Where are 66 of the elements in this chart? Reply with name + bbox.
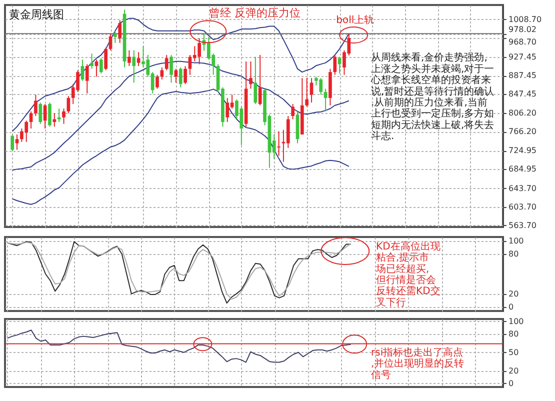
candlestick bbox=[291, 103, 294, 120]
y-tick-label: 100 bbox=[508, 236, 524, 246]
candlestick bbox=[156, 74, 159, 90]
candlestick bbox=[10, 134, 14, 152]
annotation: 曾经 反弹的压力位 bbox=[209, 6, 301, 20]
candlestick bbox=[249, 60, 252, 90]
y-tick-label: 80 bbox=[508, 250, 519, 259]
y-tick-label: 724.95 bbox=[508, 146, 536, 156]
candlestick bbox=[118, 20, 122, 44]
candlestick bbox=[29, 110, 33, 129]
y-tick-label: 927.45 bbox=[508, 52, 536, 62]
candlestick bbox=[99, 58, 103, 74]
line-series bbox=[12, 88, 350, 205]
y-tick-label: 0 bbox=[508, 378, 514, 388]
candlestick bbox=[254, 56, 258, 104]
candlestick bbox=[132, 50, 136, 84]
candlestick bbox=[52, 112, 56, 128]
candlestick bbox=[258, 54, 262, 106]
candlestick bbox=[160, 66, 164, 80]
y-tick-label: 978.02 bbox=[508, 25, 536, 34]
candlestick bbox=[305, 78, 309, 108]
y-tick-label: 20 bbox=[508, 289, 519, 298]
text: 从周线来看,金价走势强劲,上涨之势头并未衰竭,对于一心想拿长线空单的投资者来说,暂时还是等待行情的确认.从前期的压力位来看,当前上行也受到一定压制,多方如短期内无法快速上破,将失去斗志. bbox=[370, 52, 494, 142]
y-tick-label: 80 bbox=[508, 329, 519, 338]
y-tick-label: 847.45 bbox=[508, 90, 536, 99]
y-tick-label: 1008.70 bbox=[508, 14, 542, 24]
candlestick bbox=[80, 59, 84, 82]
y-tick-label: 643.70 bbox=[508, 184, 536, 193]
candlestick bbox=[85, 64, 89, 94]
chart-title: 黄金周线图 bbox=[9, 8, 64, 21]
candlestick bbox=[38, 102, 42, 124]
annotation: boll上轨 bbox=[336, 14, 374, 26]
y-tick-label: 968.70 bbox=[508, 37, 536, 46]
y-tick-label: 766.20 bbox=[508, 127, 536, 136]
text: rsi指标也走出了高点,并位出现明显的反转信号 bbox=[371, 346, 464, 381]
y-tick-label: 887.45 bbox=[508, 71, 536, 80]
candlestick bbox=[277, 130, 280, 156]
y-tick-label: 563.70 bbox=[508, 220, 536, 230]
candlestick bbox=[170, 54, 173, 84]
candlestick bbox=[62, 108, 66, 124]
candlestick bbox=[333, 54, 337, 76]
y-tick-label: 684.95 bbox=[508, 164, 536, 174]
candlestick bbox=[104, 47, 108, 71]
text: KD在高位出现粘合,提示市场已经超买,但行情是否会反转还需KD交叉下行 bbox=[375, 240, 440, 308]
candlestick bbox=[184, 66, 187, 85]
candlestick bbox=[324, 88, 328, 112]
candlestick bbox=[136, 52, 140, 67]
candlestick bbox=[114, 30, 117, 44]
candlestick bbox=[128, 50, 131, 67]
y-tick-label: 806.20 bbox=[508, 108, 536, 118]
y-tick-label: 50 bbox=[508, 348, 519, 357]
y-tick-label: 100 bbox=[508, 316, 524, 326]
candlestick bbox=[108, 34, 112, 51]
candlestick bbox=[90, 53, 94, 70]
candlestick bbox=[338, 56, 342, 74]
candlestick bbox=[48, 102, 52, 128]
y-tick-label: 0 bbox=[508, 302, 514, 312]
candlestick bbox=[164, 54, 168, 71]
candlestick bbox=[66, 96, 70, 114]
candlestick bbox=[15, 134, 19, 150]
candlestick bbox=[178, 66, 182, 88]
candlestick bbox=[34, 94, 38, 116]
candlestick bbox=[226, 97, 230, 123]
y-tick-label: 603.70 bbox=[508, 202, 536, 212]
candlestick bbox=[174, 68, 178, 84]
y-tick-label: 20 bbox=[508, 366, 519, 376]
